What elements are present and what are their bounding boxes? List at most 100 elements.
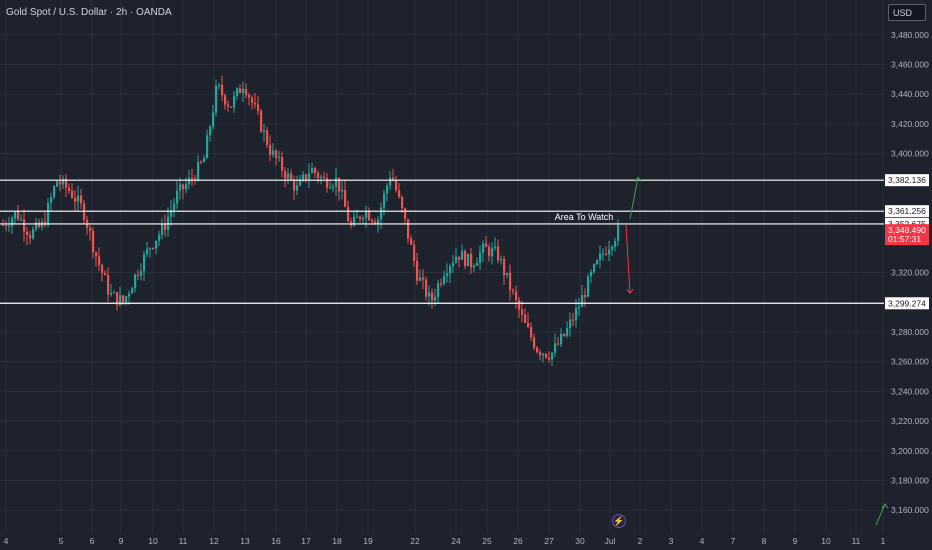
candle-body xyxy=(530,326,533,338)
candles xyxy=(2,75,620,366)
candle-body xyxy=(347,206,350,222)
level-price-label: 3,361.256 xyxy=(888,206,926,216)
candle-body xyxy=(143,254,146,272)
candle-body xyxy=(125,296,128,303)
candle-body xyxy=(293,179,296,191)
x-tick-label: 12 xyxy=(209,536,219,546)
candle-body xyxy=(230,106,233,108)
candle-body xyxy=(593,264,596,272)
y-tick-label: 3,160.000 xyxy=(891,505,929,515)
candle-body xyxy=(503,259,506,276)
candle-body xyxy=(266,130,269,145)
x-tick-label: 5 xyxy=(59,536,64,546)
x-tick-label: 9 xyxy=(119,536,124,546)
candle-body xyxy=(554,343,557,353)
chart-title: Gold Spot / U.S. Dollar · 2h · OANDA xyxy=(6,7,172,18)
candle-body xyxy=(71,190,74,198)
candle-body xyxy=(392,177,395,181)
candle-body xyxy=(203,158,206,163)
candle-body xyxy=(182,184,185,190)
candle-body xyxy=(512,290,515,292)
candle-body xyxy=(473,265,476,268)
candle-body xyxy=(242,89,245,93)
candle-body xyxy=(437,283,440,297)
grid xyxy=(0,0,884,534)
candle-body xyxy=(521,309,524,315)
candle-body xyxy=(2,224,5,226)
candle-body xyxy=(62,178,65,185)
level-price-label: 3,352.675 xyxy=(888,219,926,229)
candle-body xyxy=(617,224,620,241)
candle-body xyxy=(260,111,263,132)
candle-body xyxy=(161,223,164,235)
x-tick-label: Jul xyxy=(605,536,616,546)
candle-body xyxy=(494,246,497,249)
candle-body xyxy=(254,102,257,105)
candle-body xyxy=(458,256,461,260)
candle-body xyxy=(251,97,254,103)
candle-body xyxy=(80,195,83,204)
candle-body xyxy=(53,186,56,198)
candle-body xyxy=(332,186,335,188)
candle-body xyxy=(344,189,347,207)
candle-body xyxy=(545,353,548,358)
x-tick-label: 11 xyxy=(179,536,188,546)
x-tick-label: 9 xyxy=(793,536,798,546)
candle-body xyxy=(29,235,32,239)
candle-body xyxy=(134,274,137,289)
candle-body xyxy=(329,187,332,189)
x-tick-label: 19 xyxy=(363,536,373,546)
y-tick-label: 3,220.000 xyxy=(891,416,929,426)
candle-body xyxy=(341,189,344,192)
candle-body xyxy=(47,202,50,225)
x-tick-label: 24 xyxy=(451,536,461,546)
candle-body xyxy=(404,208,407,220)
candle-body xyxy=(440,283,443,285)
lightning-icon[interactable]: ⚡ xyxy=(612,514,626,528)
candle-body xyxy=(599,253,602,261)
candle-body xyxy=(317,173,320,179)
forecast-arrow-down xyxy=(625,224,631,294)
candle-body xyxy=(158,234,161,241)
candle-body xyxy=(428,292,431,297)
candle-body xyxy=(200,161,203,163)
price-badges: 3,382.136 3,361.256 3,352.675 3,299.274 3,34… xyxy=(885,174,929,310)
y-axis[interactable]: 3,480.000 3,460.000 3,440.000 3,420.000 3,40… xyxy=(891,30,929,515)
candle-body xyxy=(284,171,287,179)
candle-body xyxy=(287,173,290,179)
candle-body xyxy=(515,291,518,300)
candle-body xyxy=(557,343,560,345)
candle-body xyxy=(419,277,422,281)
candle-body xyxy=(170,210,173,217)
candle-body xyxy=(425,279,428,297)
candle-body xyxy=(524,314,527,323)
candle-body xyxy=(602,253,605,255)
candle-body xyxy=(314,168,317,174)
candle-body xyxy=(89,227,92,231)
last-price-badge xyxy=(885,224,929,246)
x-tick-label: 16 xyxy=(271,536,281,546)
candle-body xyxy=(239,88,242,93)
level-price-label: 3,299.274 xyxy=(888,298,926,308)
candle-body xyxy=(44,221,47,225)
candle-body xyxy=(362,217,365,220)
candle-body xyxy=(149,247,152,249)
forecast-arrow-up xyxy=(629,177,639,220)
currency-button[interactable]: USD xyxy=(888,4,926,21)
candle-body xyxy=(422,277,425,280)
candle-body xyxy=(461,251,464,260)
x-tick-label: 10 xyxy=(148,536,158,546)
candle-body xyxy=(590,271,593,277)
x-tick-label: 11 xyxy=(852,536,861,546)
candle-body xyxy=(263,130,266,132)
candle-body xyxy=(11,218,14,226)
candle-body xyxy=(281,157,284,172)
level-price-label: 3,382.136 xyxy=(888,175,926,185)
candle-body xyxy=(209,126,212,136)
candle-body xyxy=(176,190,179,204)
candle-body xyxy=(596,260,599,265)
candle-body xyxy=(8,225,11,227)
candle-body xyxy=(110,292,113,295)
